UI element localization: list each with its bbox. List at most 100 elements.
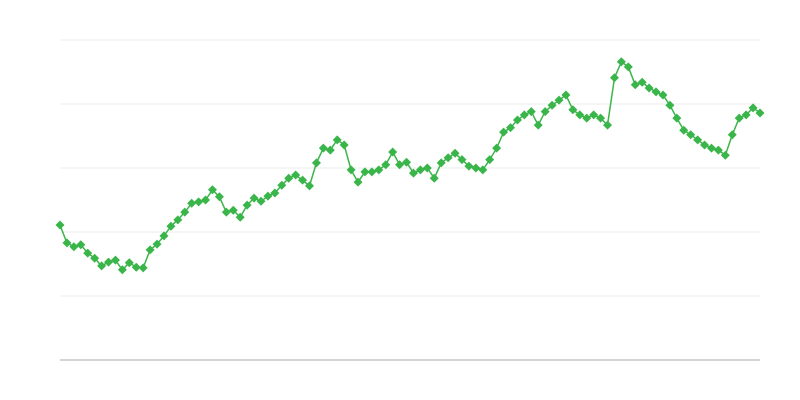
data-point-marker: [187, 198, 197, 208]
data-point-marker: [554, 95, 564, 105]
data-point-marker: [679, 125, 689, 135]
data-point-marker: [62, 238, 72, 248]
data-point-marker: [117, 265, 127, 275]
data-point-marker: [298, 175, 308, 185]
data-point-marker: [173, 215, 183, 225]
data-point-marker: [83, 248, 93, 258]
data-point-marker: [422, 163, 432, 173]
data-point-marker: [235, 212, 245, 222]
data-point-marker: [284, 173, 294, 183]
data-point-marker: [686, 130, 696, 140]
data-point-marker: [415, 165, 425, 175]
data-point-marker: [644, 83, 654, 93]
data-point-marker: [616, 57, 626, 67]
data-point-marker: [367, 167, 377, 177]
data-point-marker: [374, 165, 384, 175]
data-point-marker: [505, 123, 515, 133]
data-point-marker: [76, 240, 86, 250]
data-point-marker: [533, 120, 543, 130]
data-point-marker: [180, 207, 190, 217]
data-point-marker: [242, 200, 252, 210]
data-point-marker: [277, 180, 287, 190]
data-point-marker: [630, 80, 640, 90]
data-point-marker: [693, 135, 703, 145]
data-point-marker: [152, 239, 162, 249]
data-point-marker: [575, 110, 585, 120]
data-point-marker: [755, 108, 765, 118]
data-point-marker: [325, 145, 335, 155]
data-point-marker: [443, 153, 453, 163]
data-point-marker: [263, 191, 273, 201]
data-point-marker: [138, 263, 148, 273]
data-point-marker: [346, 165, 356, 175]
data-point-marker: [97, 261, 107, 271]
data-point-marker: [145, 245, 155, 255]
data-point-marker: [471, 163, 481, 173]
data-point-marker: [194, 197, 204, 207]
data-point-marker: [55, 220, 65, 230]
data-point-marker: [408, 168, 418, 178]
data-point-marker: [353, 177, 363, 187]
data-point-marker: [526, 107, 536, 117]
data-point-marker: [609, 73, 619, 83]
data-point-marker: [402, 157, 412, 167]
data-point-marker: [734, 113, 744, 123]
data-point-marker: [305, 181, 315, 191]
data-point-marker: [159, 231, 169, 241]
data-point-marker: [665, 100, 675, 110]
data-point-marker: [450, 148, 460, 158]
data-point-marker: [492, 143, 502, 153]
data-point-marker: [561, 90, 571, 100]
data-point-marker: [540, 107, 550, 117]
data-point-marker: [741, 110, 751, 120]
data-point-marker: [672, 113, 682, 123]
data-point-marker: [485, 155, 495, 165]
series-line: [55, 57, 765, 275]
data-point-marker: [464, 161, 474, 171]
data-point-marker: [603, 120, 613, 130]
data-point-marker: [131, 262, 141, 272]
data-point-marker: [221, 207, 231, 217]
data-point-marker: [110, 255, 120, 265]
data-point-marker: [381, 160, 391, 170]
data-point-marker: [582, 113, 592, 123]
data-point-marker: [727, 130, 737, 140]
data-point-marker: [519, 110, 529, 120]
data-point-marker: [339, 140, 349, 150]
data-point-marker: [228, 205, 238, 215]
data-point-marker: [360, 167, 370, 177]
data-point-marker: [499, 127, 509, 137]
data-point-marker: [90, 253, 100, 263]
data-point-marker: [720, 150, 730, 160]
data-point-marker: [311, 158, 321, 168]
data-point-marker: [201, 195, 211, 205]
data-point-marker: [623, 62, 633, 72]
data-point-marker: [332, 135, 342, 145]
data-point-marker: [69, 242, 79, 252]
data-point-marker: [512, 115, 522, 125]
data-point-marker: [291, 170, 301, 180]
data-point-marker: [713, 145, 723, 155]
data-point-marker: [748, 103, 758, 113]
data-point-marker: [700, 140, 710, 150]
data-point-marker: [706, 143, 716, 153]
data-point-marker: [429, 173, 439, 183]
data-point-marker: [207, 185, 217, 195]
data-point-marker: [651, 87, 661, 97]
data-point-marker: [596, 113, 606, 123]
data-point-marker: [547, 100, 557, 110]
data-point-marker: [318, 143, 328, 153]
data-point-marker: [249, 193, 259, 203]
data-point-marker: [214, 192, 224, 202]
data-point-marker: [388, 147, 398, 157]
data-point-marker: [637, 77, 647, 87]
data-point-marker: [478, 165, 488, 175]
data-point-marker: [166, 221, 176, 231]
data-point-marker: [256, 196, 266, 206]
data-point-marker: [104, 257, 114, 267]
data-point-marker: [658, 90, 668, 100]
data-point-marker: [395, 160, 405, 170]
data-point-marker: [568, 105, 578, 115]
data-point-marker: [124, 258, 134, 268]
